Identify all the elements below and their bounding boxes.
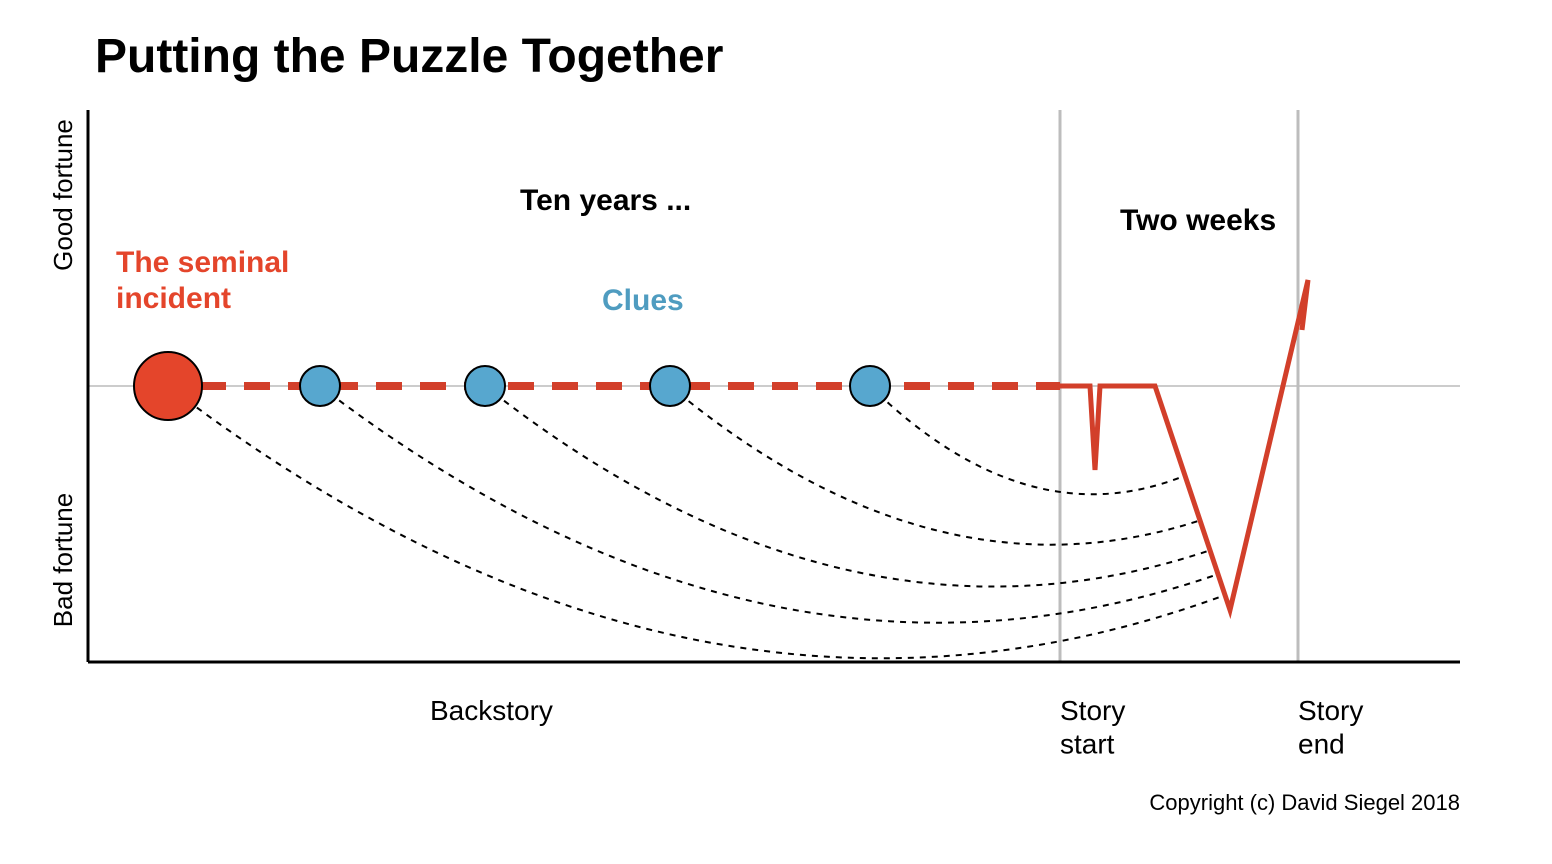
y-label-good-fortune: Good fortune (48, 119, 78, 271)
clue-arc (670, 386, 1200, 545)
clue-marker (300, 366, 340, 406)
two-weeks-label: Two weeks (1120, 204, 1276, 237)
clue-arc (168, 386, 1225, 658)
clue-arc (320, 386, 1218, 623)
clue-arc (870, 386, 1185, 494)
story-end-label: Story (1298, 695, 1363, 726)
seminal-incident-label: The seminal (116, 246, 289, 279)
story-line (1060, 280, 1308, 610)
ten-years-label: Ten years ... (520, 184, 691, 217)
backstory-label: Backstory (430, 695, 553, 726)
story-start-label: start (1060, 729, 1115, 760)
story-start-label: Story (1060, 695, 1125, 726)
clue-marker (650, 366, 690, 406)
clue-arc (485, 386, 1210, 587)
clue-marker (850, 366, 890, 406)
seminal-incident-label: incident (116, 282, 231, 315)
clue-marker (465, 366, 505, 406)
y-label-bad-fortune: Bad fortune (48, 493, 78, 627)
story-end-label: end (1298, 729, 1345, 760)
chart-title: Putting the Puzzle Together (95, 30, 723, 83)
clues-label: Clues (602, 284, 684, 317)
seminal-incident-marker (134, 352, 202, 420)
copyright-label: Copyright (c) David Siegel 2018 (1149, 790, 1460, 815)
